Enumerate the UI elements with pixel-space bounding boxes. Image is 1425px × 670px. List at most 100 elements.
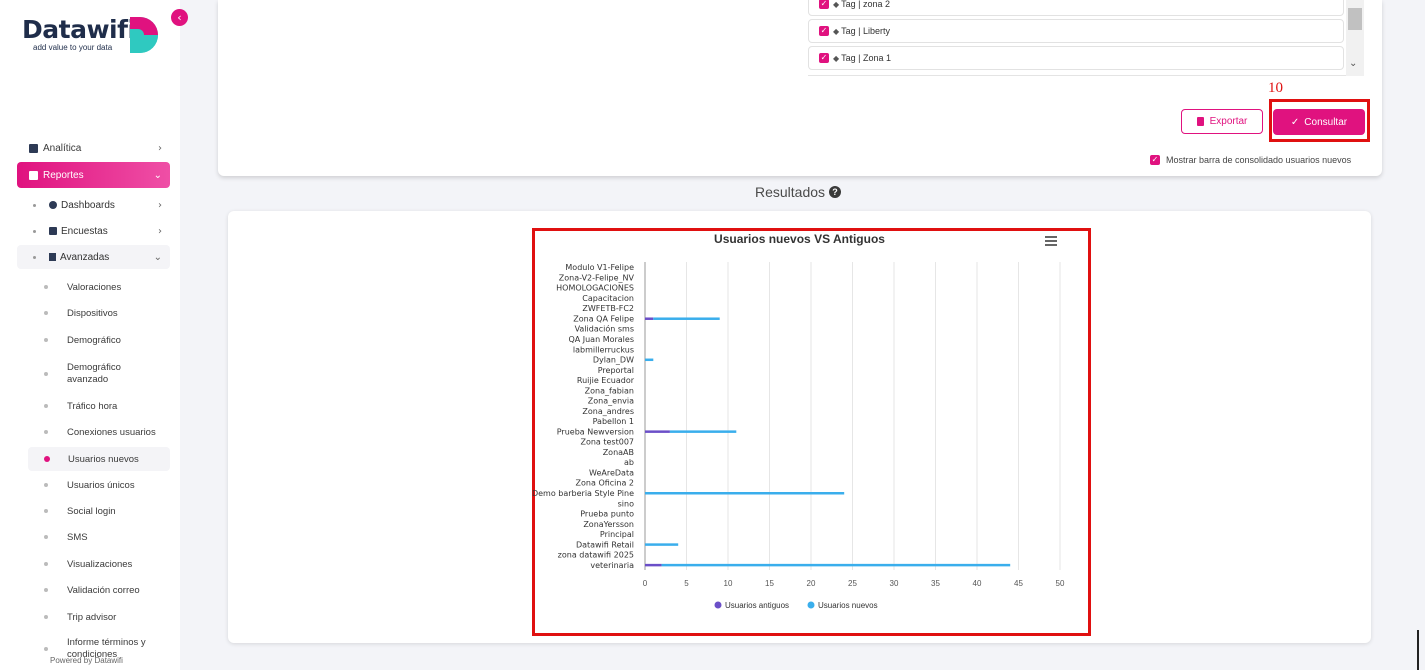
divider (1417, 630, 1419, 670)
y-tick-label: Demo barberia Style Pine (532, 489, 634, 498)
checkbox-checked-icon[interactable]: ✓ (819, 26, 829, 36)
sidebar-item-valoraciones[interactable]: Valoraciones (28, 277, 170, 297)
y-tick-label: ZWFETB-FC2 (582, 304, 634, 313)
bar (645, 430, 670, 433)
sidebar-item-label: Visualizaciones (67, 558, 133, 570)
sidebar-item-label: Validación correo (67, 584, 140, 596)
y-tick-label: Validación sms (575, 324, 634, 334)
y-tick-label: ZonaYersson (583, 520, 634, 529)
bullet-icon (44, 562, 48, 566)
bullet-icon (44, 483, 48, 487)
sidebar-item-validacion-correo[interactable]: Validación correo (28, 580, 170, 600)
sidebar-item-trip-advisor[interactable]: Trip advisor (28, 607, 170, 627)
chevron-left-icon[interactable]: ‹ (171, 9, 188, 26)
sidebar-item-demografico[interactable]: Demográfico (28, 330, 170, 350)
tag-list: ✓ ◆ Tag | zona 2 ✓ ◆ Tag | Liberty ✓ ◆ T… (808, 0, 1364, 76)
y-tick-label: Zona-V2-Felipe_NV (559, 273, 635, 282)
x-tick-label: 5 (684, 579, 689, 588)
sidebar-item-sms[interactable]: SMS (28, 527, 170, 547)
y-tick-label: zona datawifi 2025 (558, 551, 634, 560)
legend-label: Usuarios antiguos (725, 601, 789, 610)
bar (645, 492, 845, 495)
sidebar-item-demografico-avanzado[interactable]: Demográfico avanzado (28, 358, 170, 390)
bullet-icon (44, 430, 48, 434)
y-tick-label: ZonaAB (603, 448, 634, 457)
tag-list-scrollbar[interactable]: ⌄ (1346, 0, 1364, 76)
sidebar: Datawifi add value to your data Analític… (0, 0, 180, 670)
y-tick-label: Ruijie Ecuador (577, 376, 635, 385)
sidebar-item-usuarios-unicos[interactable]: Usuarios únicos (28, 475, 170, 495)
sidebar-item-label: Social login (67, 505, 116, 517)
consult-button[interactable]: ✓ Consultar (1273, 109, 1365, 135)
tag-item[interactable]: ✓ ◆ Tag | zona 2 (808, 0, 1344, 16)
sidebar-item-label: Trip advisor (67, 611, 117, 623)
sidebar-item-informe-terminos[interactable]: Informe términos y condiciones (28, 637, 170, 669)
y-tick-label: QA Juan Morales (568, 335, 634, 344)
x-tick-label: 10 (724, 579, 733, 588)
checkbox-checked-icon[interactable]: ✓ (819, 53, 829, 63)
sidebar-item-reportes[interactable]: Reportes ⌄ (17, 162, 170, 188)
y-tick-label: Prueba Newversion (557, 427, 634, 436)
sidebar-item-label: Demográfico avanzado (67, 362, 121, 385)
y-tick-label: sino (618, 499, 634, 508)
y-tick-label: veterinaria (590, 561, 634, 570)
highlight-frame (532, 228, 1091, 636)
sidebar-item-social-login[interactable]: Social login (28, 501, 170, 521)
sidebar-item-visualizaciones[interactable]: Visualizaciones (28, 554, 170, 574)
y-tick-label: Zona QA Felipe (573, 314, 634, 323)
powered-by: Powered by Datawifi (50, 656, 123, 665)
y-tick-label: ab (624, 458, 634, 467)
sidebar-item-dashboards[interactable]: Dashboards › (17, 193, 170, 217)
chevron-down-icon: ⌄ (153, 251, 162, 263)
sidebar-item-label: Tráfico hora (67, 400, 118, 412)
scrollbar-thumb[interactable] (1348, 8, 1362, 30)
sidebar-item-trafico-hora[interactable]: Tráfico hora (28, 396, 170, 416)
checkbox-checked-icon[interactable]: ✓ (1150, 155, 1160, 165)
sidebar-item-analitica[interactable]: Analítica › (17, 135, 170, 161)
brand-logo[interactable]: Datawifi add value to your data (22, 12, 180, 62)
document-icon (29, 170, 38, 180)
bullet-icon (33, 229, 36, 233)
y-tick-label: Principal (600, 530, 634, 539)
bullet-icon (44, 372, 48, 376)
consolidated-label: Mostrar barra de consolidado usuarios nu… (1166, 155, 1352, 165)
tag-item[interactable]: ✓ ◆ Tag | Zona 1 (808, 46, 1344, 70)
sidebar-item-label: Conexiones usuarios (67, 426, 156, 438)
consolidated-option[interactable]: ✓ Mostrar barra de consolidado usuarios … (1150, 155, 1351, 165)
x-tick-label: 30 (890, 579, 899, 588)
bar (669, 430, 737, 433)
checkbox-checked-icon[interactable]: ✓ (819, 0, 829, 9)
sidebar-item-usuarios-nuevos[interactable]: Usuarios nuevos (28, 447, 170, 471)
legend-label: Usuarios nuevos (818, 601, 878, 610)
sidebar-item-avanzadas[interactable]: Avanzadas ⌄ (17, 245, 170, 269)
x-tick-label: 45 (1014, 579, 1023, 588)
bullet-icon (44, 615, 48, 619)
hamburger-menu-icon[interactable] (1045, 236, 1057, 246)
help-icon[interactable]: ? (829, 186, 842, 198)
brand-name: Datawifi (22, 15, 136, 44)
sidebar-item-label: SMS (67, 531, 88, 543)
annotation-number: 10 (1268, 80, 1283, 96)
sidebar-item-label: Encuestas (61, 225, 108, 237)
results-title: Resultados (755, 184, 826, 200)
sidebar-item-encuestas[interactable]: Encuestas › (17, 219, 170, 243)
results-card (228, 211, 1371, 643)
bar (645, 543, 679, 546)
sidebar-item-dispositivos[interactable]: Dispositivos (28, 303, 170, 323)
y-tick-label: Pabellon 1 (593, 417, 634, 426)
x-tick-label: 15 (765, 579, 774, 588)
y-tick-label: Preportal (598, 366, 634, 375)
bar (645, 317, 654, 320)
tag-item[interactable]: ✓ ◆ Tag | Liberty (808, 19, 1344, 43)
chevron-right-icon: › (158, 225, 162, 237)
sidebar-item-conexiones-usuarios[interactable]: Conexiones usuarios (28, 422, 170, 442)
export-button[interactable]: Exportar (1181, 109, 1263, 134)
speedometer-icon (49, 201, 57, 209)
y-tick-label: Zona test007 (580, 438, 634, 447)
bar (645, 563, 662, 567)
chevron-down-icon[interactable]: ⌄ (1349, 58, 1358, 69)
filter-card: ✓ ◆ Tag | zona 2 ✓ ◆ Tag | Liberty ✓ ◆ T… (218, 0, 1382, 176)
legend-marker (714, 601, 722, 609)
bar (645, 358, 654, 362)
